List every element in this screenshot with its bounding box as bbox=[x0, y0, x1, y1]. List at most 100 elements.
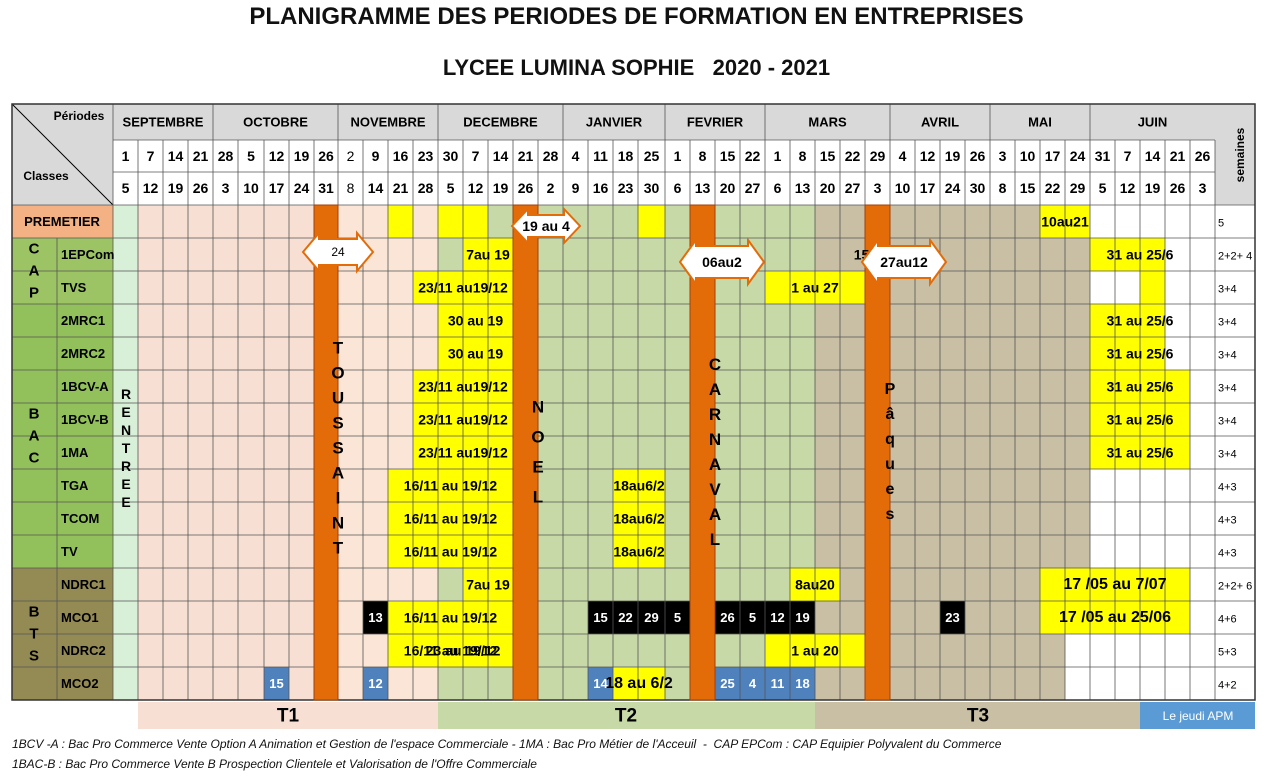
week-start-label: 4 bbox=[572, 148, 580, 164]
week-end-label: 21 bbox=[393, 180, 409, 196]
empty-cell bbox=[1090, 502, 1215, 535]
period-label: 17 /05 au 25/06 bbox=[1059, 609, 1171, 626]
day-cell bbox=[715, 667, 740, 700]
row-weeks: 4+3 bbox=[1218, 548, 1237, 560]
week-start-label: 9 bbox=[372, 148, 380, 164]
empty-cell bbox=[1090, 535, 1215, 568]
week-start-label: 8 bbox=[799, 148, 807, 164]
noel-arrow-label: 19 au 4 bbox=[522, 218, 570, 234]
week-start-label: 16 bbox=[393, 148, 409, 164]
week-start-label: 1 bbox=[774, 148, 782, 164]
day-cell bbox=[940, 601, 965, 634]
paques-label-char: s bbox=[886, 506, 895, 523]
group-label-char: C bbox=[29, 241, 40, 258]
row-label: 1MA bbox=[61, 445, 89, 460]
group-label-char: A bbox=[29, 263, 40, 280]
week-end-label: 5 bbox=[447, 180, 455, 196]
week-end-label: 3 bbox=[1199, 180, 1207, 196]
page-subtitle: LYCEE LUMINA SOPHIE 2020 - 2021 bbox=[442, 55, 831, 80]
header-semaines: semaines bbox=[1233, 127, 1247, 182]
paques-arrow bbox=[860, 236, 948, 288]
header-periodes: Périodes bbox=[54, 109, 105, 123]
week-end-label: 9 bbox=[572, 180, 580, 196]
day-label: 29 bbox=[644, 610, 658, 625]
group-label-char: P bbox=[29, 285, 39, 302]
week-start-label: 14 bbox=[493, 148, 509, 164]
week-start-label: 26 bbox=[970, 148, 986, 164]
week-start-label: 12 bbox=[269, 148, 285, 164]
week-start-label: 4 bbox=[899, 148, 907, 164]
semaines-column bbox=[1215, 205, 1255, 700]
period-label: 16/11 au 19/12 bbox=[404, 511, 498, 527]
row-label: TCOM bbox=[61, 511, 99, 526]
trimester-t3 bbox=[815, 702, 1140, 729]
carnaval-arrow-label: 06au2 bbox=[702, 254, 742, 270]
holiday-column bbox=[864, 204, 891, 701]
week-end-label: 6 bbox=[774, 180, 782, 196]
week-column-bg bbox=[188, 205, 213, 700]
period-label: 1 au 27 bbox=[791, 280, 839, 296]
week-end-label: 6 bbox=[674, 180, 682, 196]
period-label: 1 au 20 bbox=[791, 643, 839, 659]
paques-label-char: e bbox=[886, 481, 895, 498]
week-column-bg bbox=[563, 205, 588, 700]
trimester-t1 bbox=[138, 702, 438, 729]
week-end-label: 12 bbox=[1120, 180, 1136, 196]
week-start-label: 23 bbox=[418, 148, 434, 164]
noel-label-char: E bbox=[532, 458, 543, 477]
semaines-header-bg bbox=[1215, 104, 1255, 205]
week-start-label: 11 bbox=[593, 148, 608, 164]
carnaval-label-char: V bbox=[709, 480, 721, 499]
carnaval-label-char: A bbox=[709, 505, 721, 524]
week-end-label: 31 bbox=[318, 180, 334, 196]
period-label: 10au21 bbox=[1041, 214, 1089, 230]
period-label: 23/11 au19/12 bbox=[418, 445, 508, 461]
week-start-label: 2 bbox=[347, 148, 355, 164]
week-end-label: 8 bbox=[999, 180, 1007, 196]
header-diagonal bbox=[11, 103, 114, 206]
group-label-char: S bbox=[29, 648, 39, 665]
toussaint-label-char: O bbox=[331, 364, 344, 383]
day-cell bbox=[638, 601, 665, 634]
row-label: 2MRC2 bbox=[61, 346, 105, 361]
day-cell bbox=[715, 601, 740, 634]
toussaint-arrow-label: 24 bbox=[331, 245, 345, 259]
row-weeks: 5+3 bbox=[1218, 647, 1237, 659]
period-label: 23/11 au19/12 bbox=[418, 412, 508, 428]
week-start-label: 24 bbox=[1070, 148, 1086, 164]
toussaint-label-char: N bbox=[332, 514, 344, 533]
week-start-label: 17 bbox=[1045, 148, 1061, 164]
day-label: 26 bbox=[720, 610, 734, 625]
week-end-label: 10 bbox=[895, 180, 911, 196]
row-weeks: 3+4 bbox=[1218, 449, 1237, 461]
week-column-bg bbox=[213, 205, 238, 700]
week-start-label: 29 bbox=[870, 148, 886, 164]
carnaval-label-char: L bbox=[710, 530, 720, 549]
week-end-label: 8 bbox=[347, 180, 355, 196]
group-label-char: T bbox=[29, 626, 38, 643]
week-start-label: 22 bbox=[745, 148, 761, 164]
week-end-label: 26 bbox=[193, 180, 209, 196]
week-end-label: 28 bbox=[418, 180, 434, 196]
row-weeks: 3+4 bbox=[1218, 416, 1237, 428]
header-classes: Classes bbox=[23, 169, 69, 183]
week-end-label: 26 bbox=[1170, 180, 1186, 196]
period-label: 31 au 25/6 bbox=[1107, 412, 1174, 428]
day-label: 22 bbox=[618, 610, 632, 625]
week-end-bg bbox=[113, 172, 1215, 205]
group-label-char: C bbox=[29, 450, 40, 467]
week-end-label: 17 bbox=[269, 180, 285, 196]
footnote-2: 1BAC-B : Bac Pro Commerce Vente B Prospe… bbox=[12, 757, 537, 771]
period-cell bbox=[1140, 271, 1165, 304]
rentree-label-char: E bbox=[121, 476, 130, 492]
group-label-char: B bbox=[29, 604, 40, 621]
period-cell bbox=[388, 601, 513, 634]
toussaint-label-char: A bbox=[332, 464, 344, 483]
row-label: TGA bbox=[61, 478, 89, 493]
week-end-label: 3 bbox=[874, 180, 882, 196]
rentree-label-char: R bbox=[121, 386, 131, 402]
day-cell bbox=[790, 667, 815, 700]
week-end-label: 30 bbox=[970, 180, 986, 196]
period-label: 7au 19 bbox=[466, 577, 510, 593]
